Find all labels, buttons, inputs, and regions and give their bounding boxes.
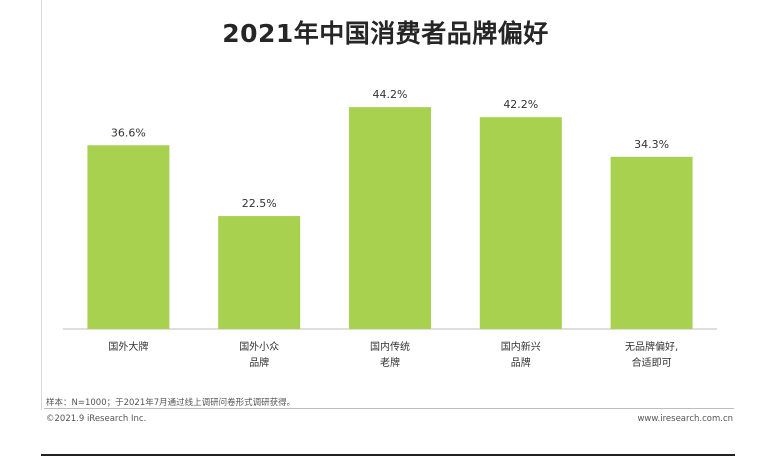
x-tick-label: 国外小众 bbox=[239, 341, 279, 353]
bar bbox=[349, 107, 431, 329]
frame-left-border bbox=[41, 0, 42, 410]
bar bbox=[479, 117, 562, 329]
frame-bottom-border bbox=[41, 454, 735, 456]
bar-value-label: 34.3% bbox=[634, 138, 669, 151]
bar bbox=[610, 156, 693, 329]
bar-value-label: 44.2% bbox=[373, 88, 408, 101]
chart-title: 2021年中国消费者品牌偏好 bbox=[222, 19, 549, 48]
website-text: www.iresearch.com.cn bbox=[637, 414, 733, 424]
bar-value-label: 22.5% bbox=[242, 197, 277, 210]
bar-value-label: 42.2% bbox=[503, 98, 538, 111]
footer-divider bbox=[44, 408, 734, 409]
bar bbox=[218, 216, 301, 329]
x-tick-label: 品牌 bbox=[249, 356, 269, 369]
x-tick-label: 国内新兴 bbox=[501, 340, 541, 353]
bar bbox=[87, 145, 170, 329]
x-tick-label: 合适即可 bbox=[632, 356, 672, 369]
x-tick-label: 国外大牌 bbox=[108, 340, 148, 353]
sample-note: 样本：N=1000；于2021年7月通过线上调研问卷形式调研获得。 bbox=[46, 398, 296, 408]
x-tick-label: 国内传统 bbox=[370, 340, 410, 353]
x-tick-label: 老牌 bbox=[380, 356, 400, 369]
copyright-text: ©2021.9 iResearch Inc. bbox=[46, 414, 147, 424]
bar-value-label: 36.6% bbox=[111, 126, 146, 139]
x-tick-label: 无品牌偏好, bbox=[625, 340, 678, 353]
x-tick-label: 品牌 bbox=[511, 356, 531, 369]
